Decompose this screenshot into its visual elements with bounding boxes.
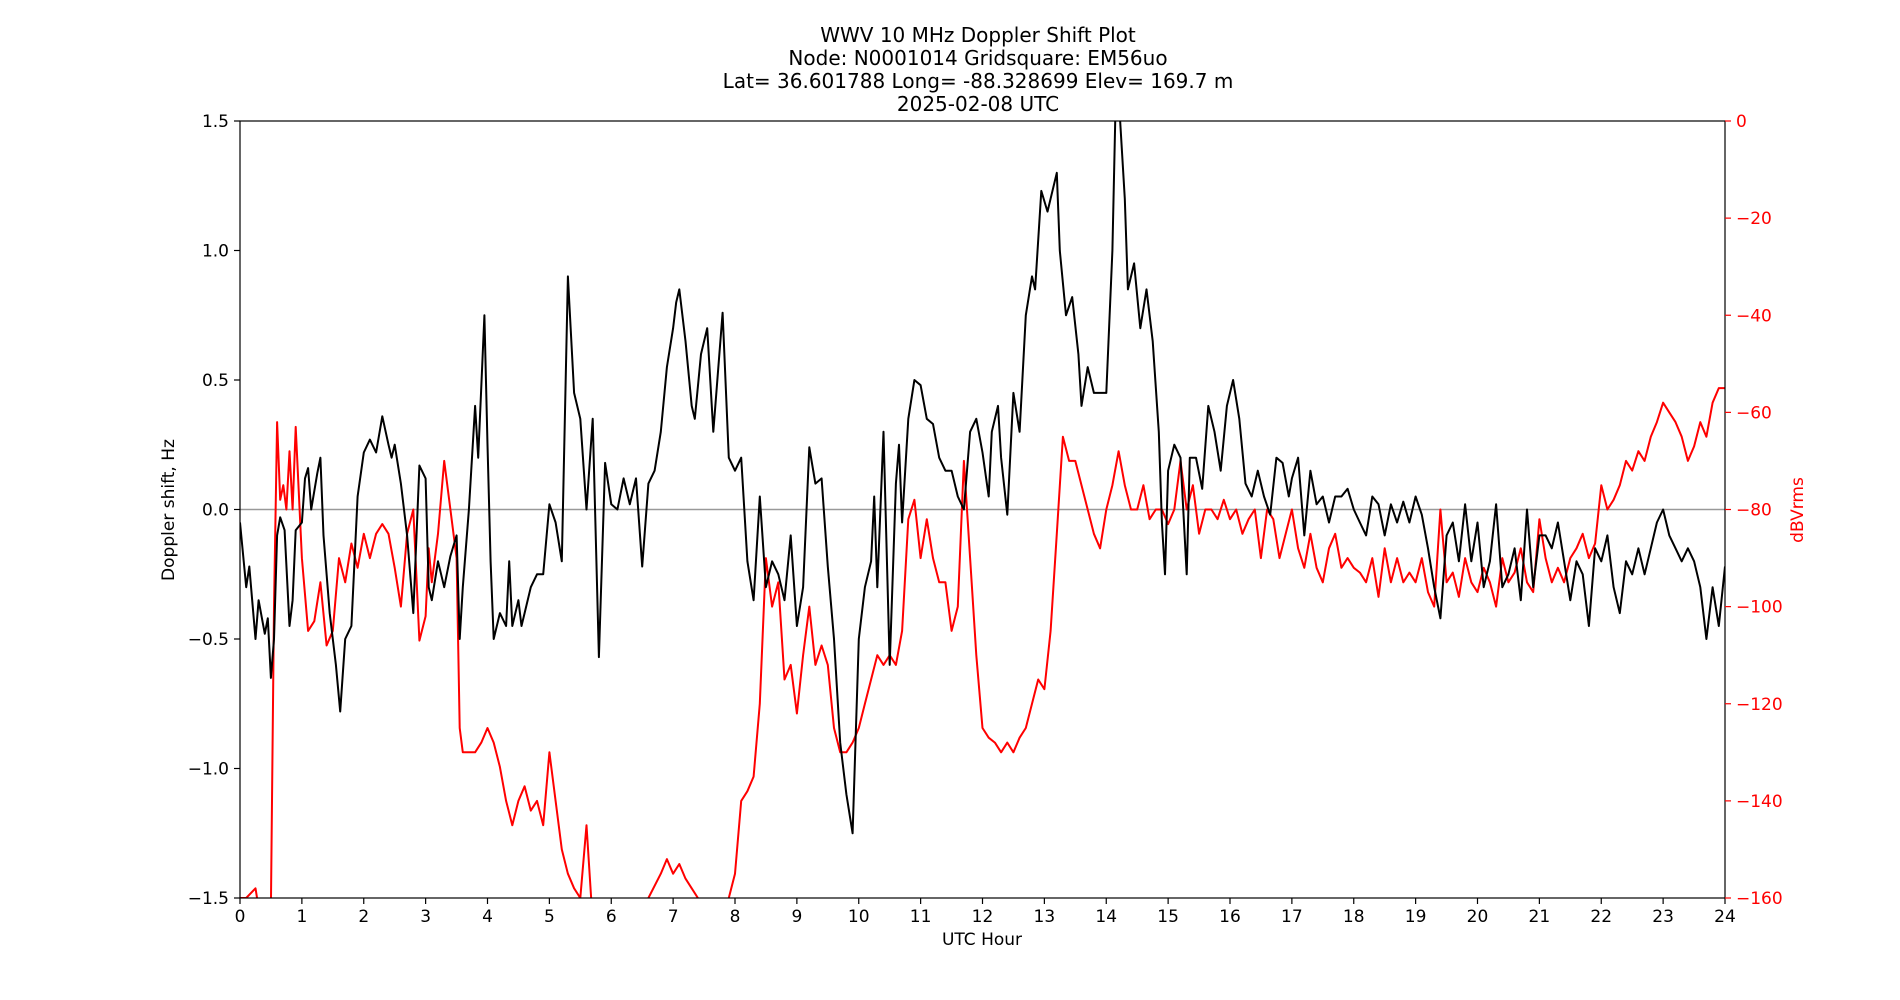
x-tick-label: 14	[1095, 907, 1117, 927]
x-tick-label: 1	[296, 907, 307, 927]
x-tick-label: 22	[1590, 907, 1612, 927]
title-line-3: Lat= 36.601788 Long= -88.328699 Elev= 16…	[723, 69, 1234, 93]
right-tick-label: 0	[1736, 112, 1747, 132]
left-tick-label: 1.0	[202, 242, 229, 262]
left-tick-label: −1.5	[188, 889, 229, 909]
left-axis-label: Doppler shift, Hz	[159, 439, 179, 581]
x-tick-label: 2	[358, 907, 369, 927]
left-tick-label: 0.0	[202, 501, 229, 521]
right-tick-label: −100	[1736, 598, 1783, 618]
right-tick-label: −60	[1736, 403, 1772, 423]
x-tick-label: 15	[1157, 907, 1179, 927]
x-tick-label: 10	[848, 907, 870, 927]
right-tick-label: −120	[1736, 695, 1783, 715]
right-tick-label: −80	[1736, 501, 1772, 521]
x-tick-label: 8	[730, 907, 741, 927]
x-tick-label: 19	[1405, 907, 1427, 927]
x-tick-label: 18	[1343, 907, 1365, 927]
x-tick-label: 9	[791, 907, 802, 927]
x-tick-label: 5	[544, 907, 555, 927]
right-tick-label: −40	[1736, 306, 1772, 326]
x-tick-label: 16	[1219, 907, 1241, 927]
x-tick-label: 11	[910, 907, 932, 927]
x-axis-ticks: 0 1 2 3 4 5 6 7 8 9 10 11 12 13 14 15 16 17 18 19 20 21 22 23 24	[235, 898, 1736, 927]
doppler-shift-line	[240, 121, 1725, 835]
x-tick-label: 7	[668, 907, 679, 927]
x-axis-label: UTC Hour	[942, 930, 1022, 950]
x-tick-label: 0	[235, 907, 246, 927]
x-tick-label: 12	[972, 907, 994, 927]
left-tick-label: 1.5	[202, 112, 229, 132]
x-tick-label: 3	[420, 907, 431, 927]
x-tick-label: 4	[482, 907, 493, 927]
title-line-4: 2025-02-08 UTC	[897, 92, 1059, 116]
signal-power-line	[240, 387, 1725, 898]
left-tick-label: −0.5	[188, 630, 229, 650]
right-axis-ticks: −160 −140 −120 −100 −80 −60 −40 −20 0	[1725, 112, 1783, 909]
x-tick-label: 21	[1529, 907, 1551, 927]
right-tick-label: −140	[1736, 792, 1783, 812]
x-tick-label: 13	[1034, 907, 1056, 927]
title-line-1: WWV 10 MHz Doppler Shift Plot	[820, 23, 1136, 47]
right-tick-label: −20	[1736, 209, 1772, 229]
x-tick-label: 6	[606, 907, 617, 927]
x-tick-label: 23	[1652, 907, 1674, 927]
right-axis-label: dBVrms	[1788, 477, 1808, 543]
left-axis-ticks: −1.5 −1.0 −0.5 0.0 0.5 1.0 1.5	[188, 112, 240, 909]
chart-title: WWV 10 MHz Doppler Shift Plot Node: N000…	[723, 23, 1234, 116]
x-tick-label: 24	[1714, 907, 1736, 927]
right-tick-label: −160	[1736, 889, 1783, 909]
x-tick-label: 20	[1467, 907, 1489, 927]
x-tick-label: 17	[1281, 907, 1303, 927]
left-tick-label: 0.5	[202, 371, 229, 391]
title-line-2: Node: N0001014 Gridsquare: EM56uo	[788, 46, 1167, 70]
left-tick-label: −1.0	[188, 760, 229, 780]
